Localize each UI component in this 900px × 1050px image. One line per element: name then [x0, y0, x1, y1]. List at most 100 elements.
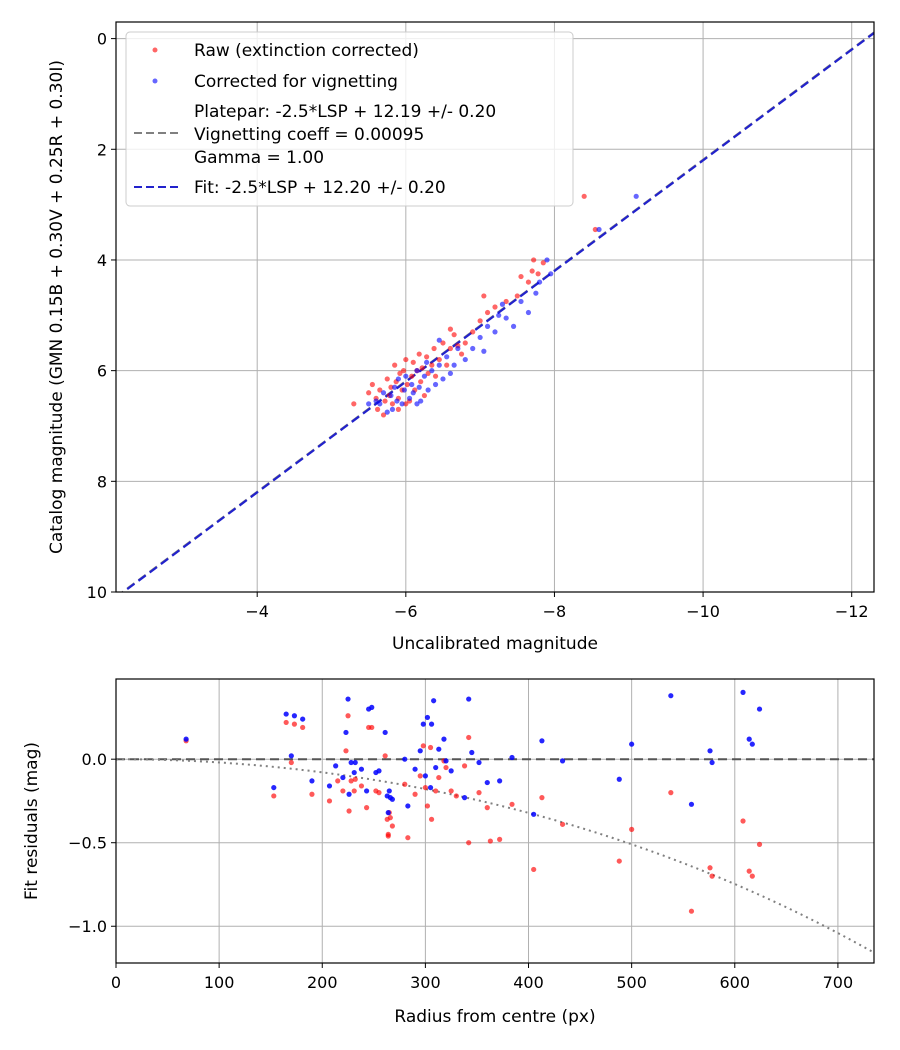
corrected-point	[451, 362, 457, 368]
corrected-residual-point	[431, 698, 437, 704]
raw-point	[458, 351, 465, 357]
raw-residual-point	[484, 805, 490, 811]
vignetting-curve	[116, 758, 874, 954]
legend-marker-corrected	[152, 78, 158, 84]
raw-residual-point	[376, 790, 382, 796]
top-lines	[120, 31, 874, 592]
corrected-point	[525, 309, 532, 316]
corrected-point	[499, 301, 506, 307]
legend-label-raw: Raw (extinction corrected)	[194, 41, 419, 61]
raw-residual-point	[476, 790, 482, 796]
top-y-tick-label: 4	[97, 251, 107, 270]
corrected-residual-point	[352, 759, 358, 766]
top-y-axis-label: Catalog magnitude (GMN 0.15B + 0.30V + 0…	[47, 60, 67, 554]
corrected-residual-point	[417, 748, 423, 754]
bottom-x-tick-label: 700	[823, 973, 854, 992]
corrected-point	[533, 290, 539, 296]
corrected-point	[392, 384, 398, 390]
top-x-axis-label: Uncalibrated magnitude	[392, 634, 598, 654]
raw-point	[447, 326, 454, 332]
raw-residual-point	[389, 823, 395, 829]
corrected-point	[436, 362, 442, 368]
raw-point	[377, 387, 383, 393]
raw-residual-point	[352, 776, 358, 782]
raw-point	[503, 298, 509, 305]
corrected-residual-point	[746, 736, 752, 742]
raw-point	[484, 309, 491, 316]
raw-point	[470, 329, 476, 335]
corrected-residual-point	[343, 729, 349, 736]
corrected-point	[409, 381, 415, 388]
raw-residual-point	[443, 764, 449, 771]
corrected-point	[418, 398, 424, 404]
corrected-point	[380, 390, 387, 396]
raw-point	[444, 362, 450, 368]
corrected-residual-point	[436, 746, 442, 752]
raw-point	[351, 401, 357, 407]
corrected-point	[510, 323, 517, 329]
raw-residual-point	[487, 838, 493, 844]
raw-residual-point	[385, 831, 391, 837]
raw-residual-point	[343, 748, 349, 754]
raw-residual-point	[288, 759, 294, 766]
corrected-residual-point	[469, 749, 475, 756]
corrected-residual-point	[433, 764, 439, 771]
raw-residual-point	[326, 798, 333, 804]
raw-residual-point	[668, 790, 674, 796]
raw-point	[366, 390, 372, 396]
raw-residual-point	[453, 793, 459, 799]
corrected-residual-point	[756, 706, 763, 712]
corrected-residual-point	[531, 811, 537, 817]
legend-box	[125, 31, 574, 207]
corrected-residual-point	[412, 766, 418, 772]
corrected-point	[366, 401, 372, 407]
raw-point	[514, 293, 520, 299]
bottom-plot-frame	[115, 678, 875, 964]
bottom-x-tick-label: 400	[513, 973, 544, 992]
bottom-y-axis-label: Fit residuals (mag)	[22, 742, 42, 900]
corrected-residual-point	[448, 768, 454, 774]
corrected-residual-point	[333, 763, 339, 769]
raw-residual-point	[348, 778, 354, 784]
corrected-point	[432, 381, 439, 388]
raw-point	[403, 356, 409, 363]
corrected-point	[399, 401, 405, 407]
corrected-point	[416, 384, 422, 390]
corrected-residual-point	[709, 759, 715, 766]
top-plot-frame	[115, 21, 875, 593]
corrected-residual-point	[424, 714, 431, 721]
corrected-residual-point	[629, 741, 635, 747]
corrected-residual-point	[559, 758, 566, 764]
raw-point	[369, 381, 375, 388]
corrected-residual-point	[309, 778, 315, 784]
corrected-residual-point	[382, 729, 388, 736]
raw-residual-point	[428, 816, 435, 822]
raw-point	[540, 260, 546, 266]
corrected-point	[455, 345, 461, 352]
top-x-tick-label: −6	[394, 602, 418, 621]
corrected-point	[414, 401, 420, 407]
top-x-tick-label: −12	[835, 602, 869, 621]
corrected-point	[389, 406, 396, 412]
raw-residual-point	[448, 788, 454, 794]
corrected-residual-point	[271, 784, 277, 791]
corrected-residual-point	[420, 721, 426, 727]
bottom-y-tick-label: −0.5	[68, 834, 107, 853]
raw-residual-point	[559, 821, 566, 827]
raw-residual-point	[436, 774, 442, 781]
corrected-point	[384, 409, 390, 415]
raw-point	[431, 345, 437, 352]
bottom-x-tick-label: 100	[204, 973, 235, 992]
corrected-residual-point	[707, 748, 713, 754]
raw-residual-point	[433, 788, 439, 794]
raw-point	[416, 351, 422, 357]
corrected-point	[518, 298, 524, 305]
raw-residual-point	[345, 713, 351, 719]
corrected-residual-point	[183, 736, 189, 742]
corrected-residual-point	[749, 741, 755, 747]
corrected-residual-point	[389, 796, 395, 802]
corrected-point	[395, 376, 401, 382]
raw-residual-point	[616, 858, 622, 864]
bottom-x-tick-label: 200	[307, 973, 338, 992]
